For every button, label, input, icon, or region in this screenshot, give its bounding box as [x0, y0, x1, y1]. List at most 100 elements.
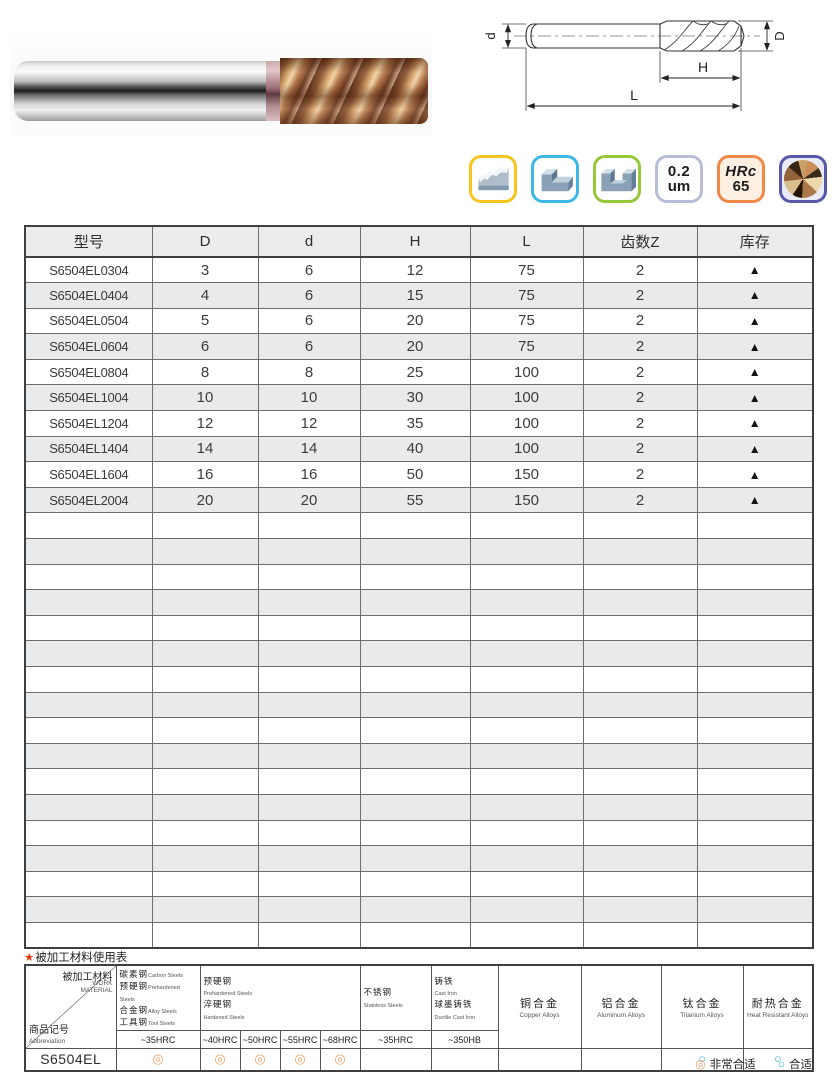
empty-cell — [151, 742, 259, 770]
empty-cell — [151, 640, 259, 667]
stock-cell: ▲ — [696, 410, 814, 437]
hardness-cell: ~50HRC — [239, 1030, 281, 1049]
empty-cell — [696, 845, 814, 872]
slot-milling-icon — [593, 155, 641, 203]
value-cell: 2 — [582, 282, 698, 309]
value-cell: 20 — [151, 486, 259, 514]
empty-cell — [582, 819, 698, 847]
empty-cell — [582, 742, 698, 770]
model-cell: S6504EL0804 — [24, 358, 153, 386]
empty-cell — [582, 563, 698, 591]
empty-cell — [257, 819, 361, 847]
value-cell: 50 — [359, 461, 471, 488]
spec-column-header-3: H — [359, 225, 471, 258]
hardness-scale: HRc — [725, 163, 757, 180]
end-face — [733, 20, 745, 52]
value-cell: 10 — [257, 384, 361, 412]
empty-cell — [151, 538, 259, 565]
usage-note-text: 被加工材料使用表 — [35, 952, 128, 964]
empty-cell — [696, 691, 814, 719]
hardened-cn: 淬硬钢 — [203, 999, 233, 1009]
empty-cell — [469, 717, 584, 744]
alloy-en: Titanium Alloys — [680, 1012, 724, 1019]
empty-cell — [582, 666, 698, 693]
D-label: D — [772, 31, 787, 40]
empty-cell — [359, 896, 471, 923]
spec-row: S6504EL0804 8 8 25 100 2 ▲ — [24, 358, 814, 386]
endmill-photo-neck — [266, 61, 282, 121]
empty-cell — [151, 717, 259, 744]
shoulder-milling-icon — [531, 155, 579, 203]
empty-cell — [151, 768, 259, 795]
aluminum-alloys-cell: 铝合金 Aluminum Alloys — [580, 964, 662, 1049]
value-cell: 8 — [151, 358, 259, 386]
empty-cell — [696, 793, 814, 821]
empty-cell — [582, 589, 698, 616]
spec-empty-row — [24, 819, 814, 847]
empty-cell — [359, 717, 471, 744]
value-cell: 100 — [469, 410, 584, 437]
empty-cell — [469, 870, 584, 898]
value-cell: 75 — [469, 282, 584, 309]
suitability-mark-cell: ○ — [660, 1048, 744, 1071]
hardness-cell: ~55HRC — [279, 1030, 321, 1049]
value-cell: 100 — [469, 384, 584, 412]
empty-cell — [257, 589, 361, 616]
suitability-mark-cell: ◎ — [319, 1048, 361, 1071]
empty-cell — [257, 845, 361, 872]
spec-empty-row — [24, 717, 814, 744]
suitable-mark-icon: ○ — [698, 1051, 706, 1067]
model-cell: S6504EL0304 — [24, 256, 153, 284]
empty-cell — [696, 512, 814, 540]
dimension-drawing-svg: d D H L — [483, 20, 787, 111]
spec-empty-row — [24, 614, 814, 642]
empty-cell — [359, 512, 471, 540]
steel-line-en: Tool Steels — [148, 1021, 175, 1027]
empty-cell — [359, 870, 471, 898]
empty-cell — [257, 870, 361, 898]
empty-cell — [582, 640, 698, 667]
spec-empty-row — [24, 640, 814, 667]
empty-cell — [24, 589, 153, 616]
value-cell: 75 — [469, 333, 584, 360]
work-material-cn: 被加工材料 — [62, 972, 113, 983]
abbreviation-cn: 商品记号 — [29, 1025, 69, 1036]
hardness-cell: ~350HB — [430, 1030, 499, 1049]
titanium-alloys-cell: 钛合金 Titanium Alloys — [660, 964, 744, 1049]
spec-column-header-1: D — [151, 225, 259, 258]
material-header-row-1: 被加工材料 WORK MATERIAL 商品记号 Abbreviation 碳素… — [24, 964, 814, 1049]
empty-cell — [359, 666, 471, 693]
empty-cell — [24, 691, 153, 719]
empty-cell — [359, 845, 471, 872]
value-cell: 14 — [151, 435, 259, 463]
material-data-row: S6504EL ◎ ◎ ◎ ◎ ◎ ○ ○ — [24, 1048, 814, 1071]
empty-cell — [469, 845, 584, 872]
empty-cell — [582, 768, 698, 795]
spec-empty-row — [24, 896, 814, 923]
value-cell: 100 — [469, 358, 584, 386]
empty-cell — [469, 691, 584, 719]
surface-finish-icon: 0.2 um — [655, 155, 703, 203]
endmill-photo-flutes — [280, 58, 428, 124]
value-cell: 2 — [582, 435, 698, 463]
hardness-cell: ~40HRC — [199, 1030, 241, 1049]
empty-cell — [257, 717, 361, 744]
hardened-en: Hardened Steels — [203, 1014, 245, 1021]
note-star-icon: ★ — [24, 952, 35, 964]
endmill-tip-icon — [779, 155, 827, 203]
empty-cell — [24, 717, 153, 744]
steel-line-en: Alloy Steels — [148, 1009, 177, 1015]
empty-cell — [257, 793, 361, 821]
alloy-en: Copper Alloys — [519, 1012, 560, 1019]
model-cell: S6504EL0404 — [24, 282, 153, 309]
empty-cell — [151, 589, 259, 616]
spec-column-header-6: 库存 — [696, 225, 814, 258]
empty-cell — [24, 845, 153, 872]
empty-cell — [469, 512, 584, 540]
work-material-en: WORK MATERIAL — [80, 980, 113, 994]
value-cell: 2 — [582, 333, 698, 360]
value-cell: 20 — [257, 486, 361, 514]
empty-cell — [257, 896, 361, 923]
value-cell: 15 — [359, 282, 471, 309]
